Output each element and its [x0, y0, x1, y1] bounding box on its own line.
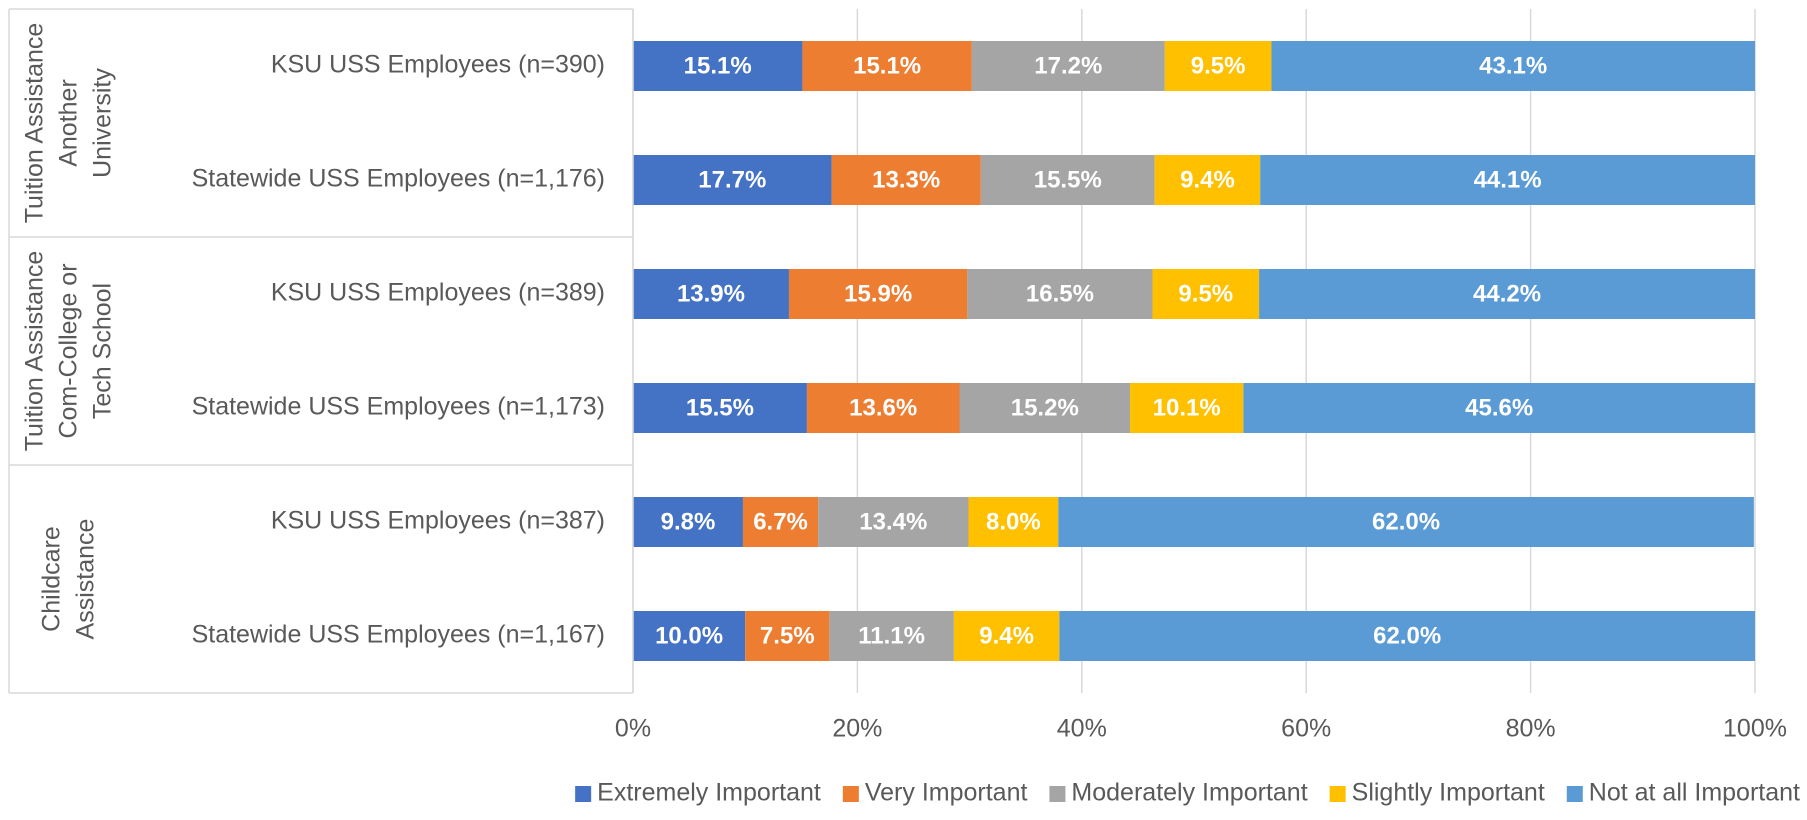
data-label: 15.5%	[1034, 166, 1102, 193]
y-tick-label: KSU USS Employees (n=390)	[271, 51, 605, 79]
x-tick-label: 0%	[615, 715, 651, 743]
data-label: 13.3%	[872, 166, 940, 193]
group-label: Tuition Assistance	[21, 23, 49, 224]
data-label: 9.8%	[661, 508, 716, 535]
bar-segment	[829, 611, 954, 661]
data-label: 13.9%	[677, 280, 745, 307]
bar-segment	[633, 383, 807, 433]
data-label: 9.4%	[979, 622, 1034, 649]
bar-segment	[633, 611, 746, 661]
data-label: 44.1%	[1474, 166, 1542, 193]
legend-swatch	[842, 786, 859, 802]
bar-segment	[742, 497, 819, 547]
group-label: Assistance	[72, 519, 100, 640]
bar-segment	[971, 41, 1165, 91]
bar-segment	[968, 497, 1059, 547]
data-label: 17.7%	[698, 166, 766, 193]
bar-segment	[633, 41, 803, 91]
data-label: 10.1%	[1153, 394, 1221, 421]
y-tick-label: Statewide USS Employees (n=1,176)	[192, 165, 605, 193]
data-label: 15.1%	[853, 52, 921, 79]
x-tick-label: 80%	[1506, 715, 1556, 743]
bar-segment	[633, 497, 743, 547]
legend-label: Slightly Important	[1352, 779, 1545, 807]
data-label: 45.6%	[1465, 394, 1533, 421]
group-label: Tech School	[89, 283, 117, 419]
bar-segment	[1164, 41, 1272, 91]
data-label: 10.0%	[655, 622, 723, 649]
data-label: 6.7%	[753, 508, 808, 535]
data-label: 11.1%	[858, 622, 925, 649]
bar-segment	[959, 383, 1131, 433]
y-tick-label: KSU USS Employees (n=389)	[271, 279, 605, 307]
x-tick-label: 20%	[832, 715, 882, 743]
bar-segment	[1154, 155, 1261, 205]
data-label: 13.6%	[849, 394, 917, 421]
data-label: 62.0%	[1373, 622, 1441, 649]
bars	[633, 41, 1755, 661]
group-label: University	[89, 68, 117, 178]
bar-segment	[633, 155, 832, 205]
legend-swatch	[1049, 786, 1066, 802]
legend: Extremely Important Very Important Moderat…	[575, 779, 1800, 807]
bar-segment	[806, 383, 960, 433]
data-label: 15.9%	[844, 280, 912, 307]
legend-label: Extremely Important	[597, 779, 821, 807]
bar-segment	[953, 611, 1060, 661]
x-tick-label: 60%	[1281, 715, 1331, 743]
data-label: 15.2%	[1011, 394, 1079, 421]
x-tick-label: 40%	[1057, 715, 1107, 743]
bar-segment	[745, 611, 830, 661]
legend-label: Very Important	[865, 779, 1028, 807]
data-label: 16.5%	[1026, 280, 1094, 307]
bar-segment	[1271, 41, 1755, 91]
group-label: Tuition Assistance	[21, 251, 49, 452]
bar-segment	[1059, 611, 1755, 661]
data-label: 43.1%	[1479, 52, 1547, 79]
data-label: 15.5%	[686, 394, 754, 421]
legend-swatch	[1329, 786, 1346, 802]
bar-segment	[1058, 497, 1754, 547]
bar-segment	[818, 497, 969, 547]
data-label: 9.5%	[1178, 280, 1233, 307]
group-label: Childcare	[38, 526, 66, 632]
y-tick-label: KSU USS Employees (n=387)	[271, 507, 605, 535]
y-tick-label: Statewide USS Employees (n=1,173)	[192, 393, 605, 421]
x-tick-label: 100%	[1723, 715, 1787, 743]
bar-segment	[788, 269, 968, 319]
bar-segment	[980, 155, 1155, 205]
legend-swatch	[1566, 786, 1583, 802]
legend-swatch	[575, 786, 592, 802]
bar-segment	[1152, 269, 1260, 319]
data-label: 13.4%	[859, 508, 927, 535]
grid	[632, 9, 1756, 693]
legend-label: Not at all Important	[1589, 779, 1800, 807]
data-label: 17.2%	[1034, 52, 1102, 79]
bar-segment	[1260, 155, 1755, 205]
bar-segment	[1130, 383, 1244, 433]
group-label: Another	[55, 79, 83, 167]
data-label: 62.0%	[1372, 508, 1440, 535]
bar-segment	[802, 41, 972, 91]
bar-segment	[831, 155, 981, 205]
bar-segment	[633, 269, 789, 319]
bar-segment	[967, 269, 1153, 319]
y-tick-label: Statewide USS Employees (n=1,167)	[192, 621, 605, 649]
group-label: Com-College or	[55, 263, 83, 438]
bar-segment	[1243, 383, 1755, 433]
data-label: 44.2%	[1473, 280, 1541, 307]
data-label: 15.1%	[684, 52, 752, 79]
bar-segment	[1259, 269, 1755, 319]
data-label: 9.5%	[1191, 52, 1246, 79]
data-label: 9.4%	[1180, 166, 1235, 193]
legend-label: Moderately Important	[1071, 779, 1307, 807]
data-label: 7.5%	[760, 622, 815, 649]
data-label: 8.0%	[986, 508, 1041, 535]
